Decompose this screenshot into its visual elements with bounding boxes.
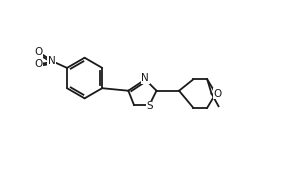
Text: N: N: [48, 56, 55, 66]
Text: N: N: [141, 73, 149, 83]
Text: S: S: [146, 101, 153, 111]
Text: O: O: [213, 89, 222, 99]
Text: O: O: [35, 47, 43, 57]
Text: O: O: [35, 59, 43, 69]
